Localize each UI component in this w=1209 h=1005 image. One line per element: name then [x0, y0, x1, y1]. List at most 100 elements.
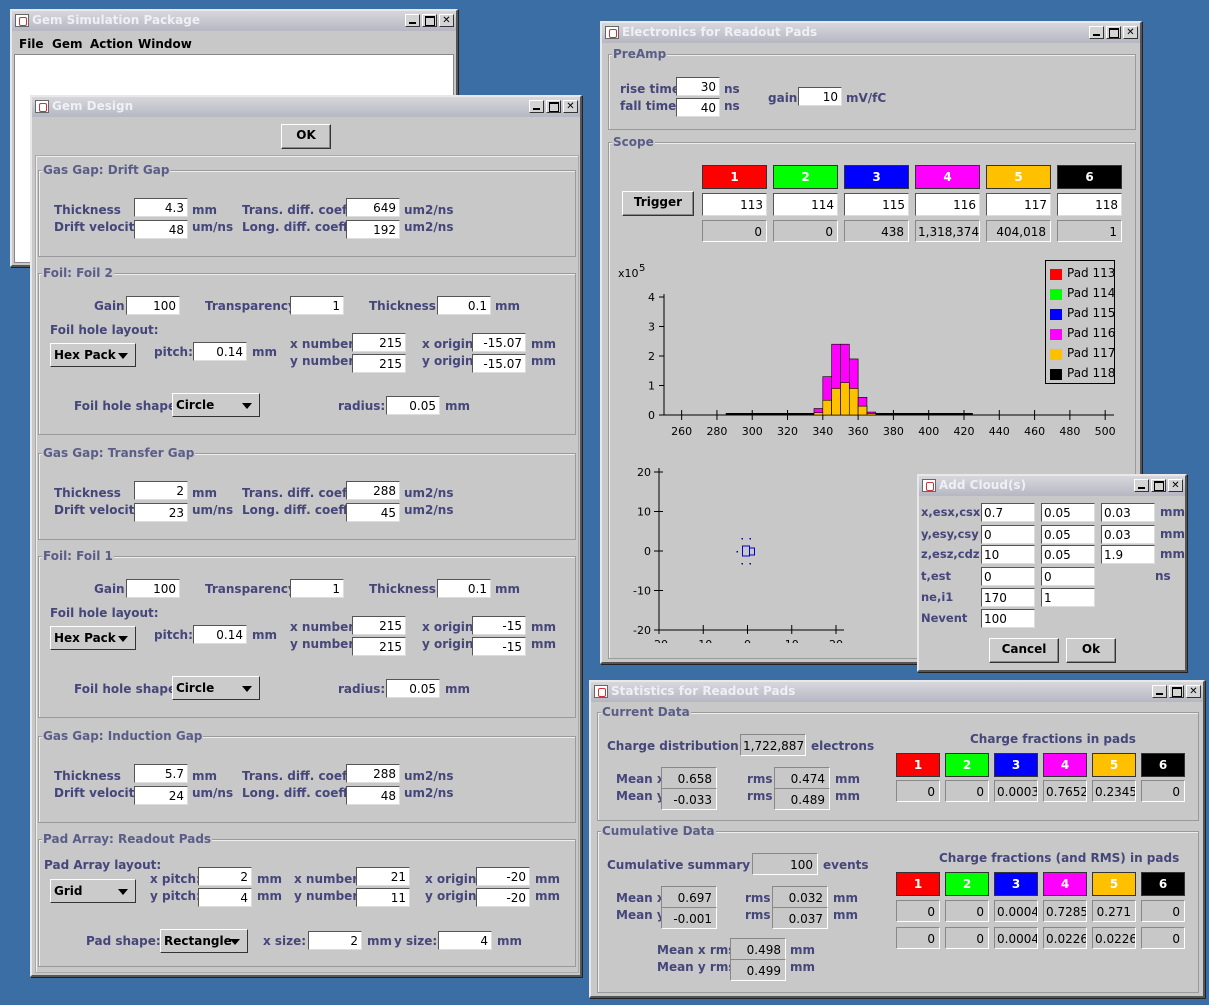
cloud-value-input[interactable]: 170	[981, 588, 1035, 607]
close-icon[interactable]	[439, 14, 454, 27]
transfer-trans-input[interactable]: 288	[346, 481, 400, 500]
minimize-icon[interactable]	[1089, 26, 1104, 39]
foil1-shape-dropdown[interactable]: Circle	[172, 676, 260, 700]
cloud-value-input[interactable]: 0.7	[981, 503, 1035, 522]
drift-thickness-input[interactable]: 4.3	[134, 198, 188, 217]
pad-xsize-input[interactable]: 2	[308, 931, 362, 950]
channel-1-pad-input[interactable]: 113	[702, 193, 767, 216]
foil2-transparency-input[interactable]: 1	[290, 296, 344, 315]
induction-long-input[interactable]: 48	[346, 786, 400, 805]
pad-xpitch-input[interactable]: 2	[198, 867, 252, 886]
channel-2-pad-input[interactable]: 114	[773, 193, 838, 216]
cloud-value-input[interactable]: 0.03	[1101, 503, 1155, 522]
channel-4-pad-input[interactable]: 116	[915, 193, 980, 216]
drift-velocity-input[interactable]: 48	[134, 220, 188, 239]
cancel-button[interactable]: Cancel	[989, 638, 1059, 663]
channel-3-pad-input[interactable]: 115	[844, 193, 909, 216]
close-icon[interactable]	[1186, 685, 1201, 698]
drift-long-input[interactable]: 192	[346, 220, 400, 239]
pad-ypitch-input[interactable]: 4	[198, 888, 252, 907]
trigger-button[interactable]: Trigger	[622, 191, 694, 216]
minimize-icon[interactable]	[1152, 685, 1167, 698]
foil1-gain-input[interactable]: 100	[126, 579, 180, 598]
channel-6-pad-input[interactable]: 118	[1057, 193, 1122, 216]
foil2-shape-dropdown[interactable]: Circle	[172, 393, 260, 417]
cloud-value-input[interactable]: 100	[981, 609, 1035, 628]
menu-window[interactable]: Window	[138, 37, 192, 51]
induction-velocity-input[interactable]: 24	[134, 786, 188, 805]
foil2-ynum-input[interactable]: 215	[352, 354, 406, 373]
channel-2-header[interactable]: 2	[773, 165, 838, 189]
foil2-xnum-input[interactable]: 215	[352, 333, 406, 352]
pad-xorig-input[interactable]: -20	[476, 867, 530, 886]
fall-time-input[interactable]: 40	[676, 98, 720, 117]
close-icon[interactable]	[1168, 479, 1183, 492]
drift-trans-input[interactable]: 649	[346, 198, 400, 217]
foil1-yorig-input[interactable]: -15	[472, 637, 526, 656]
maximize-icon[interactable]	[546, 100, 561, 113]
foil1-thickness-input[interactable]: 0.1	[437, 579, 491, 598]
pad-yorig-input[interactable]: -20	[476, 888, 530, 907]
pad-ysize-input[interactable]: 4	[438, 931, 492, 950]
foil1-transparency-input[interactable]: 1	[290, 579, 344, 598]
rise-time-input[interactable]: 30	[676, 77, 720, 96]
transfer-long-input[interactable]: 45	[346, 503, 400, 522]
maximize-icon[interactable]	[1169, 685, 1184, 698]
close-icon[interactable]	[563, 100, 578, 113]
channel-4-header[interactable]: 4	[915, 165, 980, 189]
maximize-icon[interactable]	[1106, 26, 1121, 39]
foil2-layout-dropdown[interactable]: Hex Pack	[50, 343, 136, 367]
maximize-icon[interactable]	[1151, 479, 1166, 492]
ok-button[interactable]: Ok	[1066, 638, 1116, 663]
transfer-thickness-input[interactable]: 2	[134, 481, 188, 500]
foil2-gain-input[interactable]: 100	[126, 296, 180, 315]
menu-gem[interactable]: Gem	[52, 37, 83, 51]
foil2-yorig-input[interactable]: -15.07	[472, 354, 526, 373]
ok-button[interactable]: OK	[281, 124, 331, 149]
foil2-radius-input[interactable]: 0.05	[386, 396, 440, 415]
foil1-xorig-input[interactable]: -15	[472, 616, 526, 635]
foil2-thickness-input[interactable]: 0.1	[437, 296, 491, 315]
foil1-xnum-input[interactable]: 215	[352, 616, 406, 635]
foil2-xorig-input[interactable]: -15.07	[472, 333, 526, 352]
cloud-value-input[interactable]: 0	[1041, 567, 1095, 586]
pad-ynum-input[interactable]: 11	[356, 888, 410, 907]
foil1-layout-dropdown[interactable]: Hex Pack	[50, 626, 136, 650]
title-bar[interactable]: Statistics for Readout Pads	[591, 682, 1203, 702]
minimize-icon[interactable]	[1134, 479, 1149, 492]
channel-3-header[interactable]: 3	[844, 165, 909, 189]
pad-shape-dropdown[interactable]: Rectangle	[160, 929, 248, 953]
cloud-value-input[interactable]: 1.9	[1101, 545, 1155, 564]
pad-layout-dropdown[interactable]: Grid	[50, 879, 136, 903]
cloud-value-input[interactable]: 0.05	[1041, 545, 1095, 564]
title-bar[interactable]: Gem Design	[32, 97, 580, 117]
foil1-radius-input[interactable]: 0.05	[386, 679, 440, 698]
title-bar[interactable]: Gem Simulation Package	[12, 11, 456, 31]
pad-xnum-input[interactable]: 21	[356, 867, 410, 886]
channel-5-header[interactable]: 5	[986, 165, 1051, 189]
title-bar[interactable]: Add Cloud(s)	[919, 476, 1185, 496]
foil1-ynum-input[interactable]: 215	[352, 637, 406, 656]
channel-6-header[interactable]: 6	[1057, 165, 1122, 189]
foil1-pitch-input[interactable]: 0.14	[193, 625, 247, 644]
minimize-icon[interactable]	[529, 100, 544, 113]
foil2-pitch-input[interactable]: 0.14	[193, 342, 247, 361]
cloud-value-input[interactable]: 10	[981, 545, 1035, 564]
maximize-icon[interactable]	[422, 14, 437, 27]
induction-trans-input[interactable]: 288	[346, 764, 400, 783]
cloud-value-input[interactable]: 0.05	[1041, 503, 1095, 522]
cloud-value-input[interactable]: 0	[981, 567, 1035, 586]
menu-file[interactable]: File	[19, 37, 44, 51]
cloud-value-input[interactable]: 1	[1041, 588, 1095, 607]
cloud-value-input[interactable]: 0	[981, 525, 1035, 544]
cloud-value-input[interactable]: 0.03	[1101, 525, 1155, 544]
channel-5-pad-input[interactable]: 117	[986, 193, 1051, 216]
induction-thickness-input[interactable]: 5.7	[134, 764, 188, 783]
minimize-icon[interactable]	[405, 14, 420, 27]
channel-1-header[interactable]: 1	[702, 165, 767, 189]
transfer-velocity-input[interactable]: 23	[134, 503, 188, 522]
close-icon[interactable]	[1123, 26, 1138, 39]
preamp-gain-input[interactable]: 10	[798, 87, 842, 106]
title-bar[interactable]: Electronics for Readout Pads	[602, 23, 1140, 43]
menu-action[interactable]: Action	[90, 37, 134, 51]
